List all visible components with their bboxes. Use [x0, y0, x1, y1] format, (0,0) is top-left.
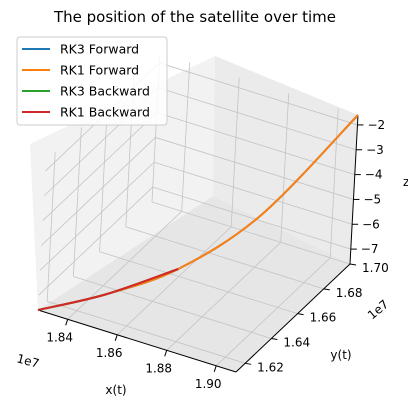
grid-line: [181, 62, 191, 212]
x-tick-mark: [114, 334, 118, 341]
grid-line: [46, 152, 56, 302]
z-tick-label: −2: [367, 118, 385, 132]
grid-line: [99, 102, 108, 252]
grid-line: [99, 251, 298, 315]
x-tick-label: 1.86: [96, 346, 123, 360]
x-tick-mark: [213, 365, 217, 372]
z-tick-label: −6: [362, 217, 380, 231]
grid-line: [329, 108, 339, 258]
y-tick-label: 1.68: [336, 286, 363, 300]
grid-line: [215, 257, 331, 367]
y-offset-label: 1e7: [365, 297, 391, 322]
z-axis-line: [349, 114, 359, 265]
y-tick-mark: [271, 337, 278, 340]
grid-line: [154, 161, 353, 225]
grid-line: [152, 186, 351, 250]
grid-line: [73, 276, 272, 339]
grid-line: [67, 211, 182, 320]
grid-line: [166, 242, 281, 351]
x-tick-mark: [164, 350, 168, 357]
x-tick-mark: [65, 319, 69, 326]
x-tick-label: 1.88: [145, 361, 172, 375]
y-tick-label: 1.66: [310, 311, 337, 325]
legend-label: RK1 Forward: [60, 63, 139, 78]
x-offset-label: 1e7: [15, 351, 41, 370]
grid-line: [39, 161, 155, 271]
grid-line: [41, 137, 156, 246]
grid-line: [42, 112, 158, 221]
floor-pane: [38, 196, 350, 372]
grid-lines: [38, 52, 358, 367]
z-tick-label: −5: [363, 192, 381, 206]
z-tick-label: −7: [361, 242, 379, 256]
y-tick-mark: [245, 362, 252, 365]
chart-title: The position of the satellite over time: [53, 8, 336, 26]
legend-label: RK3 Backward: [60, 84, 150, 99]
grid-line: [230, 77, 240, 227]
legend: RK3 Forward RK1 Forward RK3 Backward RK1 Ba…: [16, 36, 168, 126]
grid-line: [116, 226, 232, 336]
legend-label: RK3 Forward: [60, 42, 139, 57]
z-tick-label: −3: [366, 143, 384, 157]
grid-line: [151, 201, 351, 265]
y-axis-line: [235, 263, 351, 373]
z-tick-label: −4: [365, 168, 383, 182]
grid-line: [158, 87, 357, 151]
y-axis-label: y(t): [330, 348, 351, 362]
y-tick-mark: [323, 288, 330, 291]
x-tick-label: 1.90: [195, 377, 222, 391]
grid-line: [280, 93, 290, 243]
y-tick-label: 1.62: [257, 360, 284, 374]
series-layer: [37, 114, 359, 311]
x-tick-label: 1.84: [46, 330, 73, 344]
grid-line: [156, 112, 355, 175]
x-axis-label: x(t): [105, 383, 126, 397]
grid-line: [72, 127, 82, 277]
legend-box: [16, 36, 168, 126]
grid-line: [155, 137, 354, 200]
y-tick-mark: [297, 313, 304, 316]
axis-ticks: 1.84 1.86 1.88 1.90 1.62 1.641.66 1.68 1.70 −7 −6…: [46, 118, 388, 391]
y-tick-label: 1.70: [362, 261, 389, 275]
back-left-pane: [30, 56, 215, 310]
grid-line: [38, 186, 154, 296]
x-axis-line: [37, 309, 237, 373]
legend-label: RK1 Backward: [60, 105, 150, 120]
grid-line: [47, 300, 246, 364]
z-axis-label: z: [403, 175, 408, 189]
y-tick-label: 1.64: [283, 335, 310, 349]
grid-line: [159, 62, 358, 126]
series-line-4: [37, 268, 179, 311]
grid-line: [125, 226, 324, 290]
y-tick-mark: [349, 263, 357, 266]
